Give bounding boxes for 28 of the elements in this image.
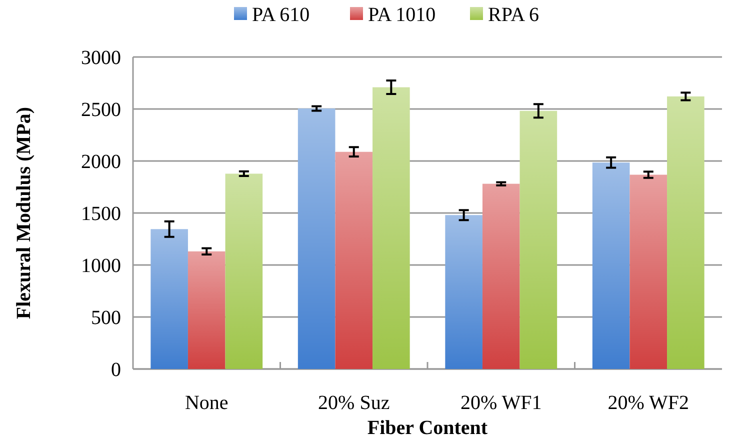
legend-label: PA 1010: [368, 4, 436, 26]
bar: [335, 152, 373, 369]
bar: [667, 96, 704, 369]
bar: [630, 174, 668, 369]
bar: [225, 174, 263, 369]
y-tick-label: 500: [91, 307, 121, 329]
x-tick-label: None: [184, 392, 228, 414]
bar: [150, 229, 188, 369]
y-tick-label: 2000: [81, 151, 121, 173]
y-tick-label: 2500: [81, 99, 121, 121]
bar: [445, 215, 482, 369]
bar: [188, 251, 226, 369]
x-tick-label: 20% WF1: [460, 392, 542, 414]
x-tick-label: 20% WF2: [608, 392, 690, 414]
bar: [482, 184, 520, 369]
bar: [372, 87, 410, 369]
y-axis-title: Flexural Modulus (MPa): [13, 106, 35, 320]
bar: [520, 110, 558, 369]
legend-label: PA 610: [252, 4, 310, 26]
bar: [592, 162, 630, 369]
x-axis-title: Fiber Content: [367, 417, 488, 439]
y-tick-label: 1500: [81, 203, 121, 225]
bar: [298, 108, 336, 369]
y-tick-label: 0: [111, 359, 121, 381]
x-tick-label: 20% Suz: [318, 392, 390, 414]
y-tick-label: 1000: [81, 255, 121, 277]
legend-label: RPA 6: [488, 4, 539, 26]
y-tick-label: 3000: [81, 47, 121, 69]
